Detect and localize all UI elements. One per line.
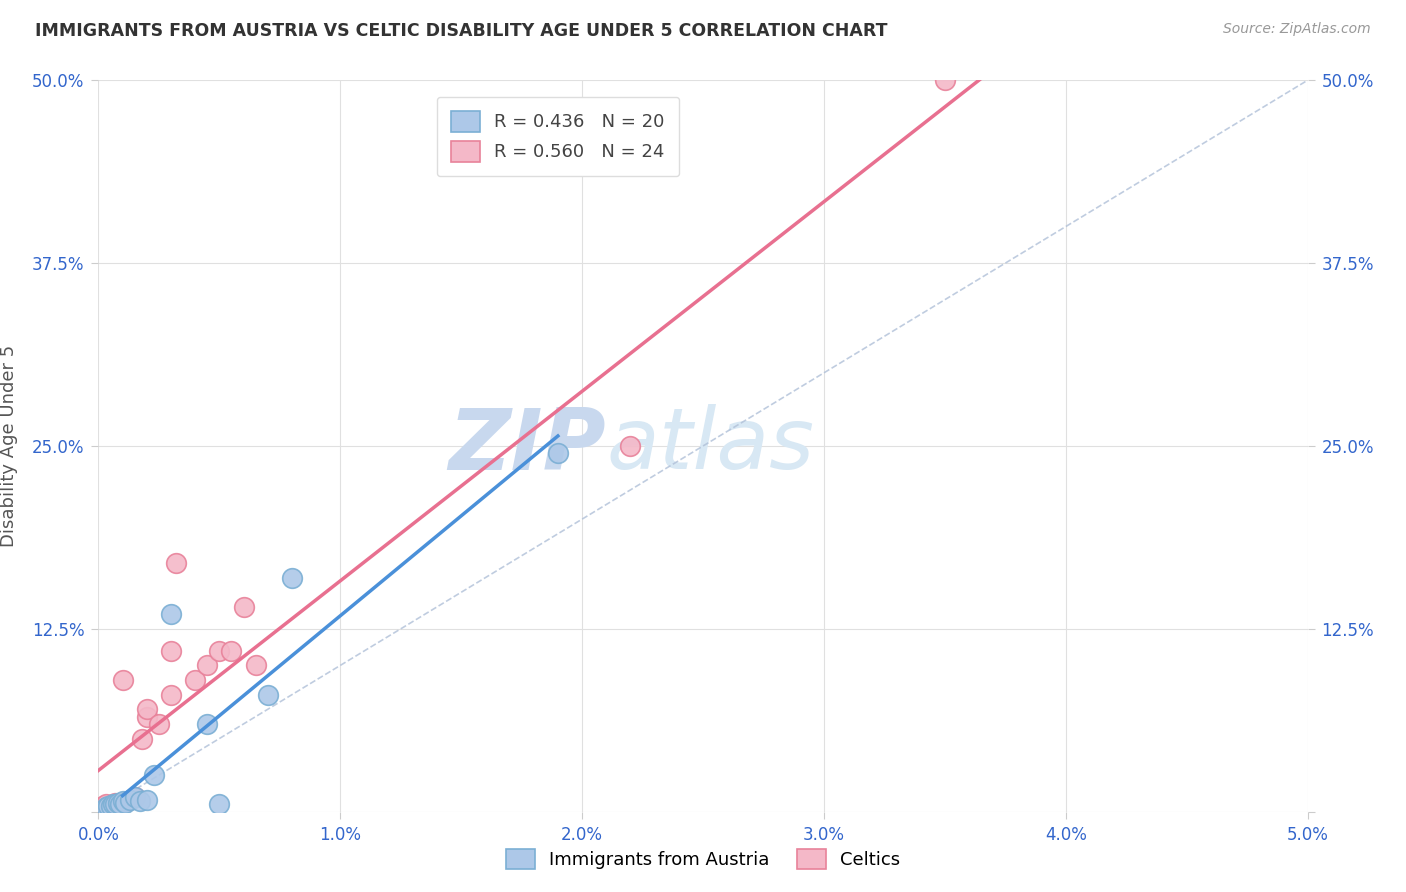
Point — [184, 673, 207, 687]
Legend: R = 0.436   N = 20, R = 0.560   N = 24: R = 0.436 N = 20, R = 0.560 N = 24 — [437, 96, 679, 177]
Point — [104, 797, 127, 812]
Point — [221, 644, 243, 658]
Point — [111, 673, 134, 687]
Point — [124, 790, 146, 805]
Text: Source: ZipAtlas.com: Source: ZipAtlas.com — [1223, 22, 1371, 37]
Legend: Immigrants from Austria, Celtics: Immigrants from Austria, Celtics — [496, 839, 910, 879]
Point — [135, 793, 157, 807]
Point — [117, 795, 139, 809]
Point — [160, 607, 183, 622]
Point — [135, 709, 157, 723]
Point — [232, 599, 254, 614]
Point — [208, 644, 231, 658]
Point — [148, 717, 170, 731]
Point — [101, 798, 124, 813]
Text: IMMIGRANTS FROM AUSTRIA VS CELTIC DISABILITY AGE UNDER 5 CORRELATION CHART: IMMIGRANTS FROM AUSTRIA VS CELTIC DISABI… — [35, 22, 887, 40]
Point — [547, 446, 569, 460]
Point — [94, 800, 117, 814]
Point — [128, 795, 150, 809]
Point — [107, 796, 129, 810]
Point — [131, 731, 153, 746]
Point — [281, 571, 304, 585]
Point — [111, 795, 134, 809]
Point — [100, 800, 122, 814]
Point — [97, 798, 120, 813]
Point — [91, 798, 114, 813]
Point — [195, 658, 218, 673]
Point — [94, 797, 117, 812]
Point — [104, 796, 127, 810]
Point — [143, 768, 166, 782]
Point — [135, 702, 157, 716]
Point — [101, 797, 124, 812]
Point — [160, 644, 183, 658]
Text: ZIP: ZIP — [449, 404, 606, 488]
Y-axis label: Disability Age Under 5: Disability Age Under 5 — [0, 345, 18, 547]
Point — [100, 798, 122, 813]
Point — [195, 717, 218, 731]
Point — [108, 797, 131, 812]
Point — [118, 793, 141, 807]
Point — [124, 790, 146, 805]
Point — [114, 796, 136, 810]
Point — [245, 658, 267, 673]
Text: atlas: atlas — [606, 404, 814, 488]
Point — [934, 73, 956, 87]
Point — [165, 556, 187, 570]
Point — [619, 439, 641, 453]
Point — [208, 797, 231, 812]
Point — [107, 797, 129, 812]
Point — [160, 688, 183, 702]
Point — [256, 688, 278, 702]
